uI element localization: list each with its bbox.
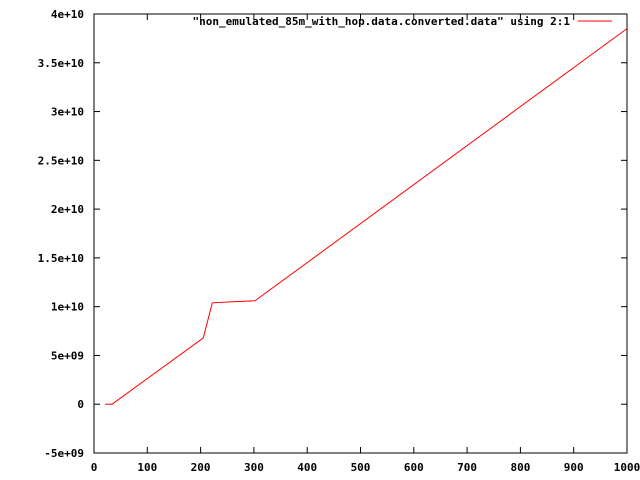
series-layer [105,28,628,405]
x-tick-label: 100 [137,461,157,474]
x-axis-ticks: 0 100 200 300 400 500 600 700 800 900 1000 [91,14,640,474]
y-tick-label: 3e+10 [51,106,84,119]
x-tick-label: 400 [297,461,317,474]
x-tick-label: 800 [510,461,530,474]
x-tick-label: 700 [457,461,477,474]
plot-frame [93,13,628,454]
x-tick-label: 200 [191,461,211,474]
y-tick-label: 1.5e+10 [38,252,84,265]
x-tick-label: 500 [351,461,371,474]
legend: "non_emulated_85m_with_hop.data.converte… [193,15,612,28]
y-tick-label: 5e+09 [51,349,84,362]
y-tick-label: 2.5e+10 [38,154,84,167]
y-tick-label: -5e+09 [44,447,84,460]
x-tick-label: 900 [564,461,584,474]
y-axis-ticks: -5e+09 0 5e+09 1e+10 1.5e+10 2e+10 2.5e+10 3e+1… [38,8,627,460]
y-tick-label: 1e+10 [51,301,84,314]
x-tick-label: 1000 [614,461,640,474]
y-tick-label: 2e+10 [51,203,84,216]
y-tick-label: 0 [77,398,84,411]
series-line [105,28,628,405]
x-tick-label: 300 [244,461,264,474]
y-tick-label: 4e+10 [51,8,84,21]
x-tick-label: 600 [404,461,424,474]
legend-entry-label: "non_emulated_85m_with_hop.data.converte… [193,15,571,28]
x-tick-label: 0 [91,461,98,474]
y-tick-label: 3.5e+10 [38,57,84,70]
